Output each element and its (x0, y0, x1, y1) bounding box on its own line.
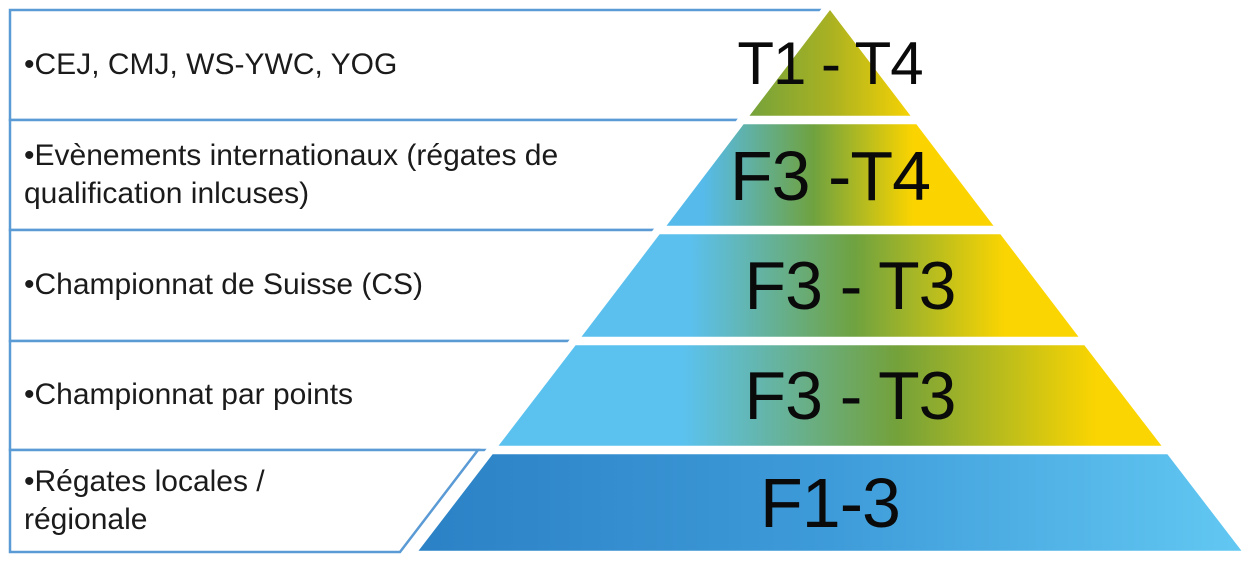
row-label-2: •Evènements internationaux (régates de q… (24, 120, 644, 230)
bullet-icon: • (24, 268, 35, 302)
pyramid-tier-5 (414, 451, 1246, 554)
tier-label-1: T1 - T4 (737, 29, 923, 97)
pyramid-tier-1 (745, 6, 915, 119)
tier-label-5: F1-3 (760, 464, 901, 542)
tier-label-4: F3 - T3 (744, 358, 957, 434)
bullet-icon: • (24, 47, 35, 81)
row-label-5: •Régates locales / régionale (24, 450, 354, 552)
row-label-4: •Championnat par points (24, 341, 724, 450)
bullet-icon: • (24, 138, 35, 172)
pyramid-tier-2 (662, 121, 998, 229)
bullet-icon: • (24, 378, 35, 412)
row-label-1: •CEJ, CMJ, WS-YWC, YOG (24, 10, 724, 120)
row-label-2-text: Evènements internationaux (régates de qu… (24, 138, 559, 210)
pyramid-tier-4 (494, 342, 1166, 449)
tier-label-2: F3 -T4 (729, 136, 931, 215)
row-box-5 (8, 448, 481, 554)
row-label-5-text: Régates locales / régionale (24, 464, 265, 536)
bullet-icon: • (24, 464, 35, 498)
row-label-1-text: CEJ, CMJ, WS-YWC, YOG (34, 47, 398, 81)
tier-label-3: F3 - T3 (744, 248, 957, 324)
row-box-1 (8, 8, 832, 122)
row-label-3-text: Championnat de Suisse (CS) (34, 268, 424, 302)
pyramid-tier-3 (577, 231, 1083, 340)
row-label-3: •Championnat de Suisse (CS) (24, 230, 724, 341)
row-label-4-text: Championnat par points (34, 378, 354, 412)
